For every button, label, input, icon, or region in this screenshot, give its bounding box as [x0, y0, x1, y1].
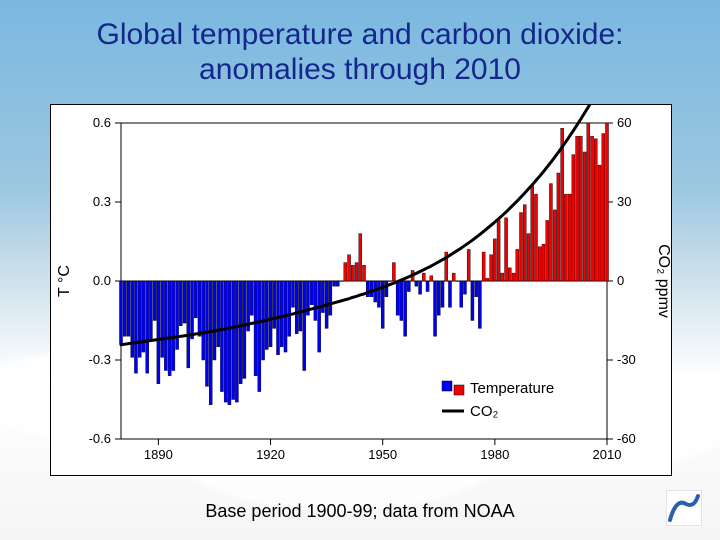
svg-text:1980: 1980: [480, 447, 509, 462]
svg-text:-30: -30: [617, 352, 636, 367]
svg-text:1890: 1890: [144, 447, 173, 462]
svg-text:Temperature: Temperature: [470, 380, 554, 397]
title-line-2: anomalies through 2010: [199, 53, 521, 86]
svg-text:-0.6: -0.6: [89, 431, 111, 446]
svg-text:-60: -60: [617, 431, 636, 446]
svg-text:1920: 1920: [256, 447, 285, 462]
svg-text:2010: 2010: [593, 447, 622, 462]
source-logo: [666, 490, 702, 526]
svg-text:30: 30: [617, 194, 631, 209]
page-title: Global temperature and carbon dioxide: a…: [0, 18, 720, 87]
svg-text:CO₂ ppmv: CO₂ ppmv: [655, 244, 671, 318]
svg-text:-0.3: -0.3: [89, 352, 111, 367]
chart-container: -0.6 -0.3 0.0 0.3 0.6 -60 -30 0 30 60 1890 1920 1950…: [50, 104, 672, 476]
svg-text:0.6: 0.6: [93, 115, 111, 130]
svg-text:0: 0: [617, 273, 624, 288]
svg-text:0.3: 0.3: [93, 194, 111, 209]
anomaly-chart: -0.6 -0.3 0.0 0.3 0.6 -60 -30 0 30 60 1890 1920 1950…: [51, 105, 671, 475]
svg-text:CO₂: CO₂: [470, 403, 499, 420]
svg-text:1950: 1950: [368, 447, 397, 462]
svg-text:60: 60: [617, 115, 631, 130]
svg-text:0.0: 0.0: [93, 273, 111, 288]
caption-text: Base period 1900-99; data from NOAA: [0, 501, 720, 522]
svg-text:T °C: T °C: [56, 265, 73, 297]
title-line-1: Global temperature and carbon dioxide:: [97, 18, 624, 51]
